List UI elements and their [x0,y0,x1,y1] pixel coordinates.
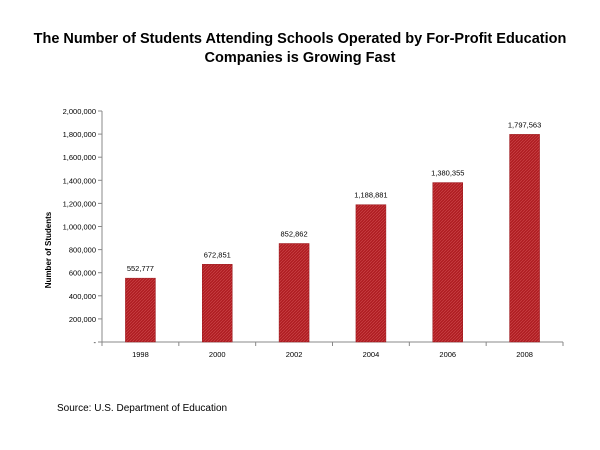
y-tick-label: - [94,338,97,347]
chart-title-line-2: Companies is Growing Fast [204,50,396,66]
y-tick-label: 1,400,000 [63,176,96,185]
bars [125,134,540,343]
y-tick-label: 200,000 [69,315,96,324]
y-tick-label: 400,000 [69,292,96,301]
x-tick-label: 2004 [363,350,380,359]
x-tick-label: 2002 [286,350,303,359]
data-label-2008: 1,797,563 [508,120,541,129]
y-tick-label: 600,000 [69,269,96,278]
y-tick-label: 1,200,000 [63,199,96,208]
y-tick-label: 1,000,000 [63,223,96,232]
y-axis-label: Number of Students [44,211,53,288]
data-label-2006: 1,380,355 [431,169,464,178]
x-tick-label: 1998 [132,350,149,359]
x-tick-label: 2006 [439,350,456,359]
source-note: Source: U.S. Department of Education [57,403,228,414]
data-label-1998: 552,777 [127,264,154,273]
bar-2004 [355,204,387,343]
x-tick-label: 2008 [516,350,533,359]
x-tick-label: 2000 [209,350,226,359]
bar-2008 [509,134,540,343]
y-tick-label: 2,000,000 [63,107,96,116]
bar-1998 [125,277,156,343]
y-tick-label: 1,800,000 [63,130,96,139]
bar-2000 [202,264,233,343]
chart-title: The Number of Students Attending Schools… [0,30,600,68]
bar-2006 [432,182,463,343]
y-tick-label: 1,600,000 [63,153,96,162]
bar-2002 [278,243,310,343]
chart-title-line-1: The Number of Students Attending Schools… [33,31,567,47]
data-label-2000: 672,851 [204,250,231,259]
data-labels: 552,777 672,851 852,862 1,188,881 1,380,355 1… [127,120,541,273]
data-label-2004: 1,188,881 [354,191,387,200]
data-label-2002: 852,862 [281,229,308,238]
axes: - 200,000 400,000 600,000 800,000 1,000,000 1,… [63,107,564,359]
y-tick-label: 800,000 [69,246,96,255]
